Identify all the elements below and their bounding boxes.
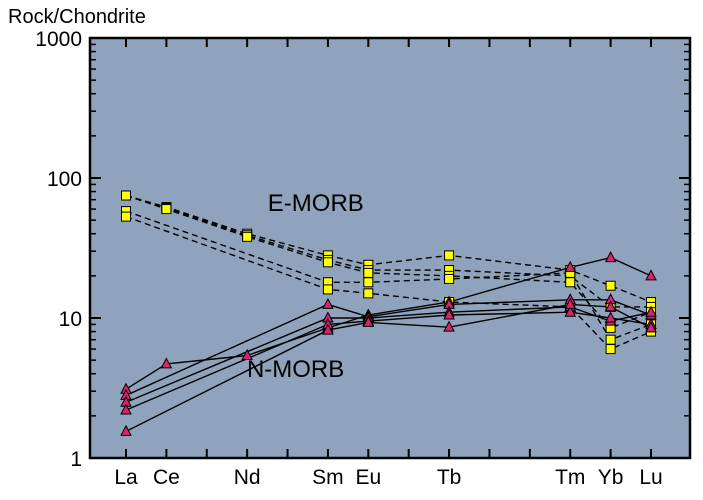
n-morb-point <box>645 305 657 317</box>
e-morb-point <box>444 250 455 261</box>
y-tick-label: 10 <box>59 308 82 331</box>
n-morb-point <box>120 403 132 415</box>
n-morb-point <box>564 260 577 272</box>
e-morb-point <box>242 231 253 242</box>
y-axis-label: Rock/Chondrite <box>8 6 146 28</box>
x-tick-label-sm: Sm <box>312 466 344 489</box>
x-tick-label-lu: Lu <box>639 466 662 489</box>
annotations: E-MORB N-MORB <box>247 190 364 383</box>
plot-area <box>90 38 690 458</box>
n-morb-point <box>120 424 132 436</box>
n-morb-point <box>443 320 455 332</box>
x-tick-label-tb: Tb <box>437 466 462 489</box>
x-tick-label-nd: Nd <box>234 466 261 489</box>
x-tick-label-ce: Ce <box>153 466 180 489</box>
y-tick-label: 1 <box>70 448 82 471</box>
e-morb-point <box>363 288 374 299</box>
n-morb-point <box>443 308 455 320</box>
x-tick-label-yb: Yb <box>598 466 624 489</box>
n-morb-point <box>564 297 577 309</box>
e-morb-point <box>605 344 616 355</box>
n-morb-point <box>322 323 334 335</box>
e-morb-point <box>444 273 455 284</box>
e-morb-label: E-MORB <box>268 190 364 217</box>
e-morb-point <box>363 267 374 278</box>
n-morb-point <box>604 251 617 263</box>
axes: 1 10 100 1000 La Ce Nd Sm Eu Tb Tm Yb Lu <box>35 28 690 489</box>
x-tick-label-eu: Eu <box>355 466 381 489</box>
e-morb-point <box>161 204 172 215</box>
n-morb-label: N-MORB <box>247 356 344 383</box>
e-morb-point <box>322 257 333 268</box>
n-morb-point <box>645 269 657 281</box>
n-morb-point <box>645 321 657 333</box>
y-tick-label: 1000 <box>35 28 82 51</box>
e-morb-point <box>605 334 616 345</box>
e-morb-point <box>363 277 374 288</box>
n-morb-point <box>604 300 617 312</box>
series-markers <box>120 190 657 436</box>
plot-frame <box>88 36 692 460</box>
n-morb-point <box>564 305 577 317</box>
n-morb-point <box>322 297 334 309</box>
n-morb-point <box>160 357 173 369</box>
e-morb-point <box>565 277 576 288</box>
n-morb-point <box>362 315 375 327</box>
x-tick-label-la: La <box>114 466 138 489</box>
e-morb-point <box>322 284 333 295</box>
x-tick-label-tm: Tm <box>555 466 585 489</box>
e-morb-point <box>121 190 131 201</box>
n-morb-point <box>604 311 617 323</box>
n-morb-point <box>241 348 253 360</box>
y-tick-label: 100 <box>47 168 82 191</box>
e-morb-point <box>605 280 616 291</box>
e-morb-point <box>121 211 131 222</box>
